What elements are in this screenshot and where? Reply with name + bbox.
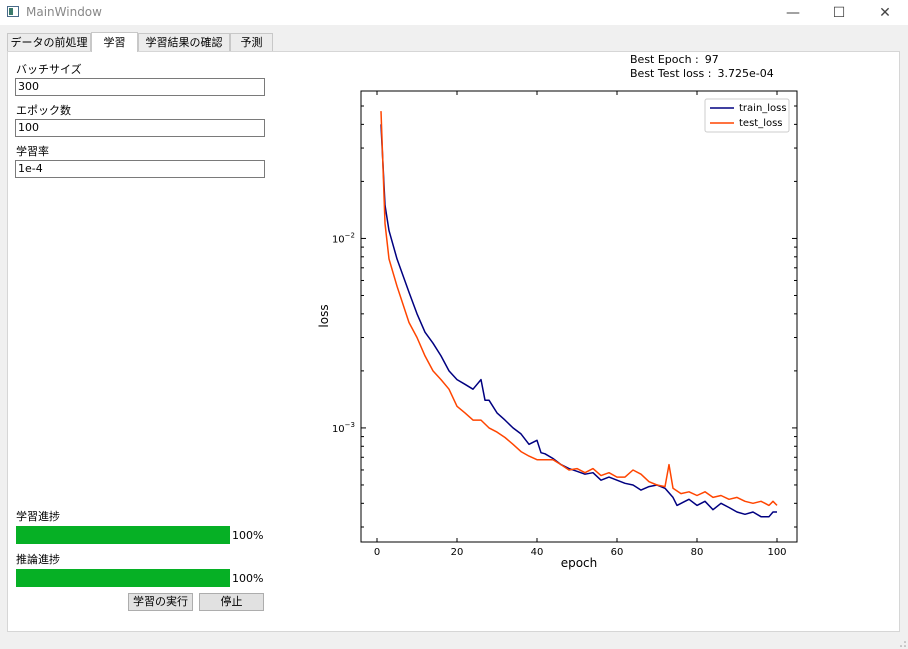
train-progress-bar xyxy=(16,526,230,544)
batch-size-label: バッチサイズ xyxy=(16,63,82,76)
best-epoch-line: Best Epoch : 97 xyxy=(630,53,725,66)
app-icon xyxy=(7,6,19,17)
best-loss-line: Best Test loss : 3.725e-04 xyxy=(630,67,780,80)
infer-progress-label: 推論進捗 xyxy=(16,553,60,566)
train-progress-text: 100% xyxy=(232,529,264,542)
best-epoch-label: Best Epoch : xyxy=(630,53,699,66)
run-training-button[interactable]: 学習の実行 xyxy=(128,593,193,611)
maximize-icon[interactable]: ☐ xyxy=(832,4,846,21)
best-epoch-value: 97 xyxy=(704,53,719,66)
tab-training[interactable]: 学習 xyxy=(91,32,138,52)
title-bar: MainWindow — ☐ ✕ xyxy=(0,0,908,25)
best-loss-value: 3.725e-04 xyxy=(717,67,774,80)
tab-predict[interactable]: 予測 xyxy=(230,33,273,51)
batch-size-input[interactable]: 300 xyxy=(15,78,265,96)
epochs-label: エポック数 xyxy=(16,104,71,117)
resize-grip-icon[interactable] xyxy=(898,639,906,647)
tab-results[interactable]: 学習結果の確認 xyxy=(138,33,230,51)
train-progress-fill xyxy=(16,526,230,544)
best-loss-label: Best Test loss : xyxy=(630,67,712,80)
close-icon[interactable]: ✕ xyxy=(879,4,891,21)
training-panel xyxy=(7,51,900,632)
learning-rate-input[interactable]: 1e-4 xyxy=(15,160,265,178)
train-progress-label: 学習進捗 xyxy=(16,510,60,523)
tab-preprocess[interactable]: データの前処理 xyxy=(7,33,91,51)
learning-rate-label: 学習率 xyxy=(16,145,49,158)
infer-progress-text: 100% xyxy=(232,572,264,585)
window-title: MainWindow xyxy=(26,5,102,19)
minimize-icon[interactable]: — xyxy=(786,4,800,21)
infer-progress-bar xyxy=(16,569,230,587)
stop-button[interactable]: 停止 xyxy=(199,593,264,611)
infer-progress-fill xyxy=(16,569,230,587)
epochs-input[interactable]: 100 xyxy=(15,119,265,137)
